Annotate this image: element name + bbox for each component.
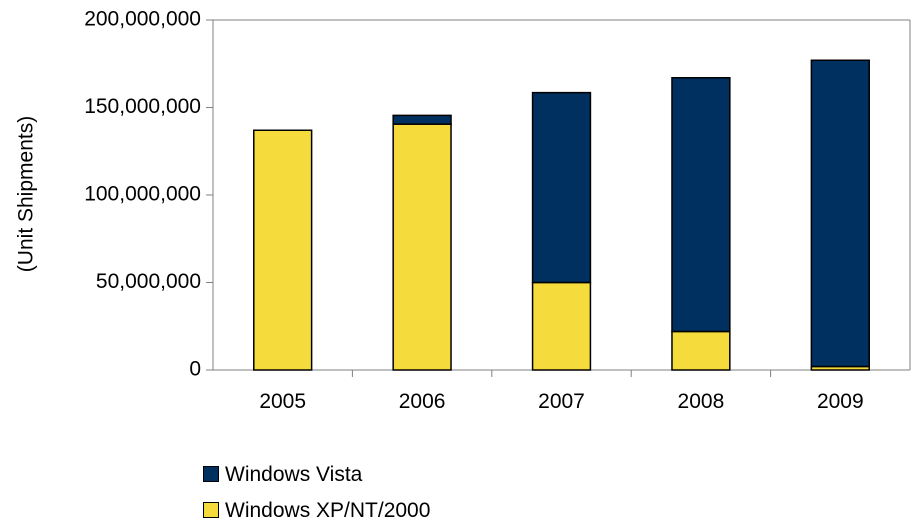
bar-vista-2008 — [671, 77, 731, 333]
legend-label-xp: Windows XP/NT/2000 — [225, 498, 431, 522]
bar-xp-2005 — [253, 129, 313, 371]
bar-vista-2007 — [531, 91, 592, 284]
y-tick-label: 0 — [189, 358, 201, 381]
x-tick-label: 2006 — [399, 390, 446, 413]
legend: Windows Vista Windows XP/NT/2000 — [203, 456, 430, 528]
x-tick-label: 2008 — [678, 390, 725, 413]
legend-label-vista: Windows Vista — [225, 462, 363, 486]
y-tick-label: 200,000,000 — [84, 8, 201, 31]
legend-item-vista: Windows Vista — [203, 456, 430, 492]
bar-vista-2006 — [392, 114, 452, 125]
bar-vista-2009 — [810, 59, 870, 368]
bar-xp-2006 — [392, 123, 452, 371]
chart: (Unit Shipments) 0 50,000,000 100,000,000 1… — [15, 8, 911, 413]
x-tick-label: 2007 — [538, 390, 585, 413]
y-axis-title: (Unit Shipments) — [15, 116, 38, 272]
legend-swatch-vista — [203, 466, 219, 482]
x-tick-label: 2005 — [259, 390, 306, 413]
x-tick-label: 2009 — [817, 390, 864, 413]
bar-xp-2007 — [531, 281, 592, 371]
bar-xp-2008 — [671, 330, 731, 371]
legend-swatch-xp — [203, 502, 219, 518]
legend-item-xp: Windows XP/NT/2000 — [203, 492, 430, 528]
y-tick-label: 100,000,000 — [84, 183, 201, 206]
y-tick-label: 150,000,000 — [84, 95, 201, 118]
y-tick-label: 50,000,000 — [96, 270, 201, 293]
